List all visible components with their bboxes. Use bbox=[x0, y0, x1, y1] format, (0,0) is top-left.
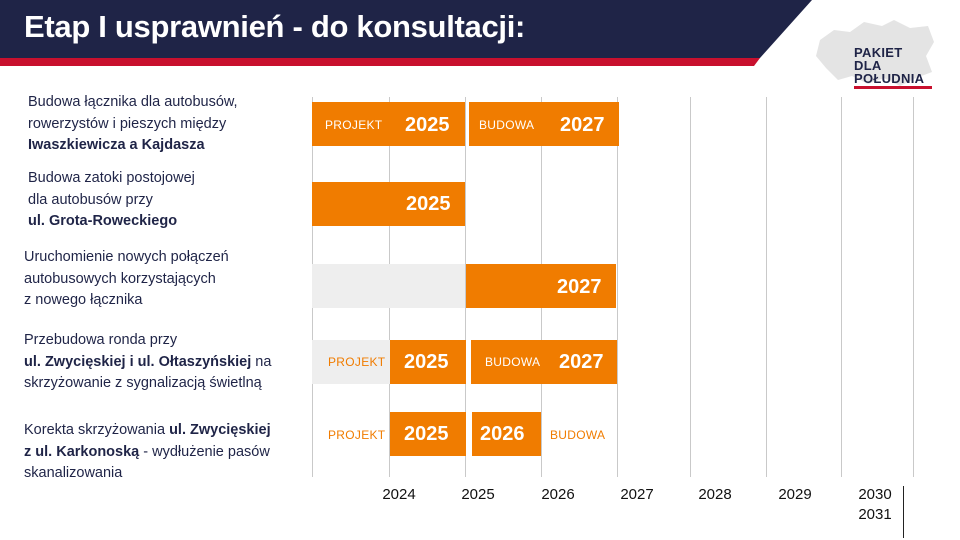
row-label-bold: ul. Zwycięskiej i ul. Ołtaszyńskiej bbox=[24, 353, 252, 370]
axis-label: 2028 bbox=[698, 486, 732, 503]
axis-label: 2029 bbox=[778, 486, 812, 503]
header-band: Etap I usprawnień - do konsultacji: bbox=[0, 0, 960, 70]
bar-tag-budowa: BUDOWA bbox=[485, 355, 541, 369]
gridline bbox=[465, 97, 466, 477]
row-label-line: z nowego łącznika bbox=[24, 290, 229, 312]
bar-track bbox=[312, 264, 465, 308]
row-label-text: z nowego łącznika bbox=[24, 292, 143, 308]
row-label-skrzyzowanie: Korekta skrzyżowania ul. Zwycięskiej z ul… bbox=[24, 420, 271, 485]
row-label-text: Uruchomienie nowych połączeń bbox=[24, 249, 229, 265]
axis-label: 2026 bbox=[541, 486, 575, 503]
bar-year: 2025 bbox=[405, 114, 450, 136]
row-label-bold: ul. Grota-Roweckiego bbox=[28, 213, 178, 229]
row-label-bold: ul. Zwycięskiej bbox=[169, 422, 271, 438]
bar-year: 2027 bbox=[557, 276, 602, 298]
logo-text: PAKIET DLA POŁUDNIA bbox=[854, 46, 924, 85]
row-label-line: ul. Grota-Roweckiego bbox=[28, 211, 195, 233]
row-label-line: Iwaszkiewicza a Kajdasza bbox=[28, 135, 238, 157]
axis-label: 2031 bbox=[858, 506, 892, 523]
row-label-text: - wydłużenie pasów bbox=[139, 443, 270, 460]
bar-tag-budowa: BUDOWA bbox=[550, 428, 606, 442]
row-label-text: skrzyżowanie z sygnalizacją świetlną bbox=[24, 375, 262, 391]
page-title: Etap I usprawnień - do konsultacji: bbox=[24, 9, 526, 44]
row-label-zatoka: Budowa zatoki postojowej dla autobusów pr… bbox=[28, 168, 195, 233]
axis-label: 2024 bbox=[382, 486, 416, 503]
bar-tag-projekt: PROJEKT bbox=[328, 428, 386, 442]
row-label-line: dla autobusów przy bbox=[28, 190, 195, 212]
row-label-line: rowerzystów i pieszych między bbox=[28, 114, 238, 136]
row-label-rondo: Przebudowa ronda przy ul. Zwycięskiej i u… bbox=[24, 330, 271, 395]
row-label-text: autobusowych korzystających bbox=[24, 270, 216, 287]
row-label-line: ul. Zwycięskiej i ul. Ołtaszyńskiej na bbox=[24, 352, 271, 374]
bar-projekt bbox=[312, 102, 465, 146]
gridline bbox=[841, 97, 842, 477]
bar-tag-budowa: BUDOWA bbox=[479, 118, 535, 132]
bar-tag-projekt: PROJEKT bbox=[325, 118, 383, 132]
bar-year: 2026 bbox=[480, 423, 525, 445]
bar-projekt bbox=[390, 412, 466, 456]
axis-label: 2025 bbox=[461, 486, 495, 503]
header-shape bbox=[0, 0, 812, 66]
row-label-text: na bbox=[251, 353, 272, 370]
row-label-line: z ul. Karkonoską - wydłużenie pasów bbox=[24, 442, 271, 464]
bar-budowa bbox=[469, 102, 619, 146]
bar-track bbox=[312, 340, 390, 384]
bar-year: 2025 bbox=[404, 423, 449, 445]
gridline bbox=[617, 97, 618, 477]
row-label-line: Korekta skrzyżowania ul. Zwycięskiej bbox=[24, 420, 271, 442]
row-label-line: Przebudowa ronda przy bbox=[24, 330, 271, 352]
bar-budowa bbox=[471, 340, 617, 384]
bar-year: 2027 bbox=[560, 114, 605, 136]
row-label-lacznik: Budowa łącznika dla autobusów, rowerzystó… bbox=[28, 92, 238, 157]
axis-label: 2030 bbox=[858, 486, 892, 503]
bar-tag-projekt: PROJEKT bbox=[328, 355, 386, 369]
row-label-line: skanalizowania bbox=[24, 463, 271, 485]
row-label-text: dla autobusów przy bbox=[28, 191, 153, 208]
bar-year: 2025 bbox=[404, 351, 449, 373]
bar-budowa bbox=[472, 412, 541, 456]
bar-year: 2025 bbox=[406, 193, 451, 215]
row-label-text: rowerzystów i pieszych między bbox=[28, 115, 227, 132]
gridline bbox=[913, 97, 914, 477]
logo-line-1: PAKIET bbox=[854, 45, 903, 60]
row-label-text: Budowa zatoki postojowej bbox=[28, 170, 195, 186]
row-label-bold: z ul. Karkonoską bbox=[24, 443, 140, 460]
bar-zatoka bbox=[312, 182, 465, 226]
row-label-line: Uruchomienie nowych połączeń bbox=[24, 247, 229, 269]
row-label-text: skanalizowania bbox=[24, 465, 123, 481]
row-label-line: Budowa zatoki postojowej bbox=[28, 168, 195, 190]
bar-year: 2027 bbox=[559, 351, 604, 373]
row-label-text: Przebudowa ronda przy bbox=[24, 332, 178, 348]
logo-underline bbox=[854, 86, 932, 89]
bar-polaczenia bbox=[466, 264, 616, 308]
row-label-line: autobusowych korzystających bbox=[24, 269, 229, 291]
gridline bbox=[690, 97, 691, 477]
logo-line-3: POŁUDNIA bbox=[854, 71, 925, 86]
gridline bbox=[766, 97, 767, 477]
axis-label: 2027 bbox=[620, 486, 654, 503]
logo: PAKIET DLA POŁUDNIA bbox=[812, 16, 942, 92]
axis-end-line bbox=[903, 486, 904, 538]
row-label-text: Budowa łącznika dla autobusów, bbox=[28, 94, 238, 110]
bar-projekt bbox=[390, 340, 466, 384]
row-label-line: skrzyżowanie z sygnalizacją świetlną bbox=[24, 373, 271, 395]
map-silhouette-icon bbox=[816, 20, 934, 86]
logo-line-2: DLA bbox=[854, 58, 882, 73]
row-label-text: Korekta skrzyżowania bbox=[24, 422, 170, 438]
row-label-line: Budowa łącznika dla autobusów, bbox=[28, 92, 238, 114]
row-label-polaczenia: Uruchomienie nowych połączeń autobusowych… bbox=[24, 247, 229, 312]
row-label-bold: Iwaszkiewicza a Kajdasza bbox=[28, 137, 205, 153]
